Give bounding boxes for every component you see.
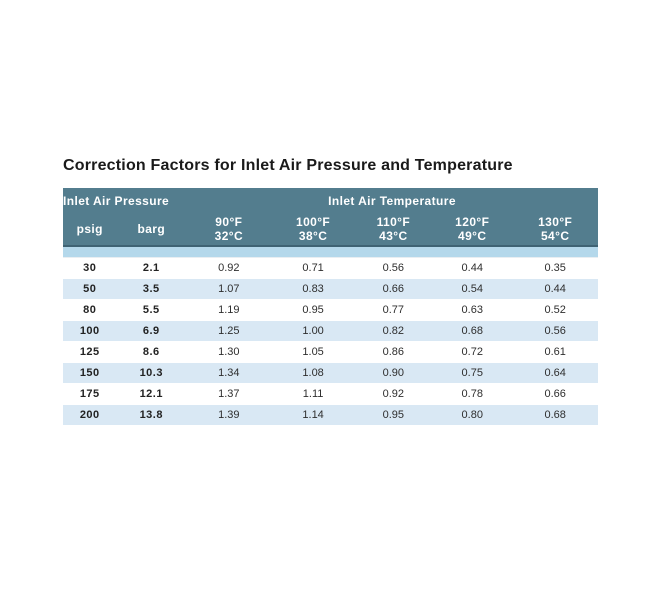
- correction-factors-table: Inlet Air Pressure Inlet Air Temperature…: [63, 188, 598, 425]
- col-header-barg-label: barg: [137, 222, 166, 236]
- table-cell: 0.92: [186, 257, 272, 279]
- table-cell: 0.86: [354, 341, 433, 363]
- table-cell: 0.44: [432, 257, 513, 279]
- table-cell: 0.82: [354, 320, 433, 342]
- spacer-row: [63, 246, 598, 258]
- table-cell: 0.78: [432, 383, 513, 405]
- table-cell: 1.39: [186, 404, 272, 425]
- table-cell: 0.56: [354, 257, 433, 279]
- table-cell: 100: [63, 320, 117, 342]
- table-cell: 30: [63, 257, 117, 279]
- table-cell: 1.00: [271, 320, 355, 342]
- table-cell: 8.6: [116, 341, 187, 363]
- table-cell: 1.05: [271, 341, 355, 363]
- table-cell: 0.68: [512, 404, 598, 425]
- table-cell: 0.56: [512, 320, 598, 342]
- table-cell: 0.80: [432, 404, 513, 425]
- table-cell: 0.75: [432, 362, 513, 384]
- table-cell: 80: [63, 299, 117, 321]
- table-cell: 5.5: [116, 299, 187, 321]
- table-cell: 0.35: [512, 257, 598, 279]
- col-header-90f-celsius: 32°C: [214, 229, 244, 243]
- table-row: 100 6.9 1.25 1.00 0.82 0.68 0.56: [63, 320, 598, 342]
- col-header-90f: 90°F 32°C: [186, 213, 272, 247]
- table-cell: 150: [63, 362, 117, 384]
- table-row: 50 3.5 1.07 0.83 0.66 0.54 0.44: [63, 278, 598, 300]
- table-cell: 1.30: [186, 341, 272, 363]
- col-header-psig-label: psig: [76, 222, 103, 236]
- table-cell: 1.19: [186, 299, 272, 321]
- table-cell: 0.66: [354, 278, 433, 300]
- table-cell: 6.9: [116, 320, 187, 342]
- table-cell: 125: [63, 341, 117, 363]
- table-cell: 1.14: [271, 404, 355, 425]
- col-header-100f: 100°F 38°C: [271, 213, 355, 247]
- column-header-row: psig barg 90°F 32°C 100°F 38°C 110°F 43°…: [63, 213, 598, 247]
- temperature-group-header: Inlet Air Temperature: [186, 188, 598, 213]
- col-header-110f-fahrenheit: 110°F: [376, 215, 411, 229]
- table-cell: 0.64: [512, 362, 598, 384]
- table-cell: 0.77: [354, 299, 433, 321]
- table-cell: 50: [63, 278, 117, 300]
- table-row: 80 5.5 1.19 0.95 0.77 0.63 0.52: [63, 299, 598, 321]
- col-header-120f: 120°F 49°C: [432, 213, 513, 247]
- col-header-110f: 110°F 43°C: [354, 213, 433, 247]
- table-cell: 0.61: [512, 341, 598, 363]
- table-cell: 0.72: [432, 341, 513, 363]
- col-header-120f-celsius: 49°C: [458, 229, 487, 243]
- table-row: 125 8.6 1.30 1.05 0.86 0.72 0.61: [63, 341, 598, 363]
- table-cell: 0.71: [271, 257, 355, 279]
- col-header-120f-fahrenheit: 120°F: [455, 215, 490, 229]
- table-cell: 12.1: [116, 383, 187, 405]
- table-cell: 0.68: [432, 320, 513, 342]
- table-cell: 0.66: [512, 383, 598, 405]
- table-cell: 1.11: [271, 383, 355, 405]
- table-cell: 0.54: [432, 278, 513, 300]
- table-cell: 0.52: [512, 299, 598, 321]
- col-header-barg: barg: [116, 213, 187, 247]
- col-header-90f-fahrenheit: 90°F: [215, 215, 243, 229]
- col-header-100f-fahrenheit: 100°F: [296, 215, 331, 229]
- table-row: 30 2.1 0.92 0.71 0.56 0.44 0.35: [63, 257, 598, 279]
- table-cell: 0.95: [354, 404, 433, 425]
- col-header-psig: psig: [63, 213, 117, 247]
- col-header-110f-celsius: 43°C: [379, 229, 408, 243]
- table-cell: 1.08: [271, 362, 355, 384]
- table-cell: 0.92: [354, 383, 433, 405]
- table-cell: 200: [63, 404, 117, 425]
- table-header: Inlet Air Pressure Inlet Air Temperature…: [63, 188, 598, 247]
- table-cell: 10.3: [116, 362, 187, 384]
- table-cell: 1.25: [186, 320, 272, 342]
- table-cell: 0.90: [354, 362, 433, 384]
- table-cell: 3.5: [116, 278, 187, 300]
- table-cell: 0.63: [432, 299, 513, 321]
- col-header-130f: 130°F 54°C: [512, 213, 598, 247]
- table-cell: 1.07: [186, 278, 272, 300]
- table-cell: 0.83: [271, 278, 355, 300]
- page-title: Correction Factors for Inlet Air Pressur…: [63, 157, 513, 174]
- table-cell: 0.95: [271, 299, 355, 321]
- spacer-band: [63, 246, 598, 258]
- table-row: 150 10.3 1.34 1.08 0.90 0.75 0.64: [63, 362, 598, 384]
- pressure-group-header: Inlet Air Pressure: [63, 188, 187, 213]
- col-header-100f-celsius: 38°C: [298, 229, 328, 243]
- table-row: 200 13.8 1.39 1.14 0.95 0.80 0.68: [63, 404, 598, 425]
- table-cell: 1.37: [186, 383, 272, 405]
- table-cell: 1.34: [186, 362, 272, 384]
- col-header-130f-celsius: 54°C: [540, 229, 570, 243]
- table-body: 30 2.1 0.92 0.71 0.56 0.44 0.35 50 3.5 1…: [63, 257, 598, 425]
- table-row: 175 12.1 1.37 1.11 0.92 0.78 0.66: [63, 383, 598, 405]
- group-header-row: Inlet Air Pressure Inlet Air Temperature: [63, 188, 598, 213]
- table-cell: 175: [63, 383, 117, 405]
- table-cell: 13.8: [116, 404, 187, 425]
- col-header-130f-fahrenheit: 130°F: [538, 215, 573, 229]
- table-cell: 0.44: [512, 278, 598, 300]
- table-cell: 2.1: [116, 257, 187, 279]
